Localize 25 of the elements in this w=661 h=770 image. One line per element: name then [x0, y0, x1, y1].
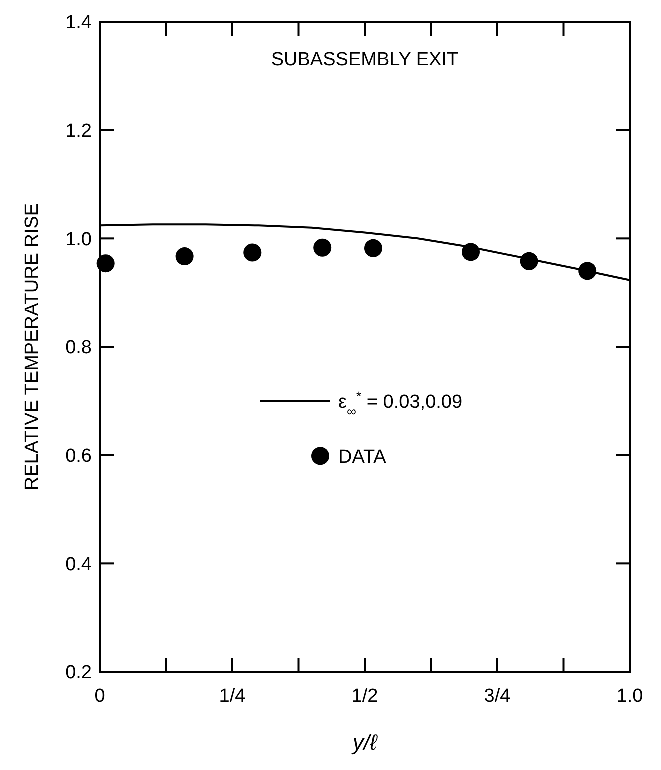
y-axis-title: RELATIVE TEMPERATURE RISE — [22, 203, 43, 491]
text: SUBASSEMBLY EXIT — [271, 49, 460, 70]
y-tick-label: 0.8 — [66, 338, 92, 359]
x-tick-label: 1/4 — [219, 686, 246, 707]
y-tick-label: 0.2 — [66, 662, 92, 684]
legend-label: ε$_{∞}$$^{*}$ = 0.03,0.09 — [338, 388, 463, 418]
y-tick-label: 1.2 — [66, 120, 92, 142]
y-tick-label: 0.6 — [66, 446, 92, 467]
x-tick-label: 1.0 — [616, 686, 644, 707]
point — [578, 262, 597, 280]
point — [520, 252, 538, 270]
point — [176, 248, 194, 266]
point — [462, 243, 480, 262]
x-tick-label: 3/4 — [484, 686, 512, 707]
legend-label: DATA — [338, 446, 387, 468]
y-tick-label: 0.4 — [66, 554, 92, 576]
point — [364, 239, 382, 258]
point — [314, 238, 332, 257]
y-tick-label: 1.4 — [66, 12, 92, 34]
x-axis-title: y/ℓ — [350, 730, 378, 755]
point — [244, 244, 262, 262]
x-tick-label: 0 — [94, 686, 106, 707]
y-tick-label: 1.0 — [66, 229, 92, 250]
x-tick-label: 1/2 — [352, 686, 378, 707]
point — [96, 254, 115, 273]
